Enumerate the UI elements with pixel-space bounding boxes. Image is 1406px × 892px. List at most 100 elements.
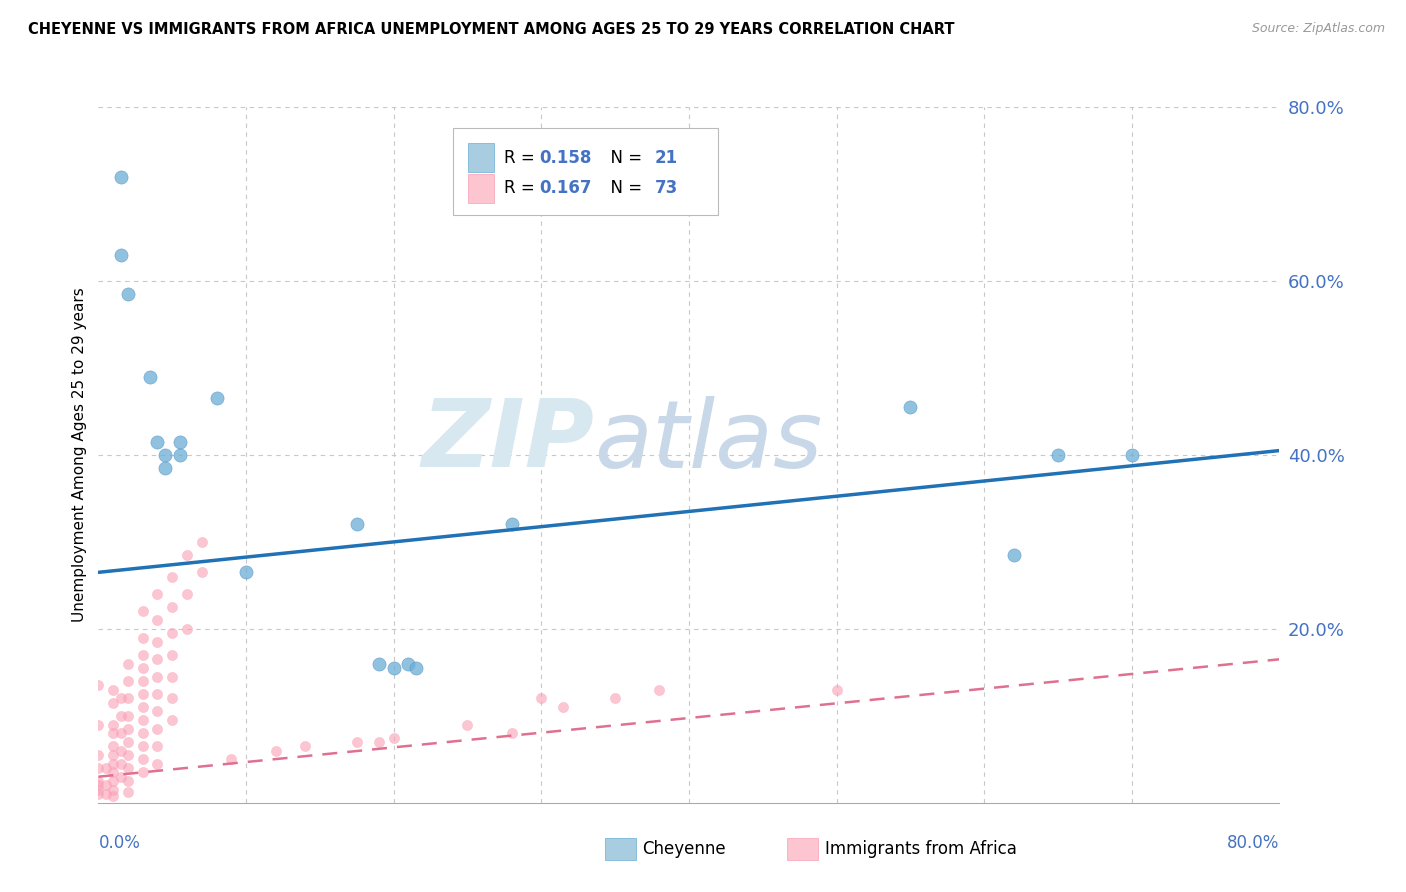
Point [117,747,139,762]
Point [103,726,125,740]
Point [103,739,125,754]
Point [117,722,139,736]
Point [94,778,117,792]
Point [219,752,242,766]
Point [94,761,117,775]
Point [139,369,162,384]
Point [501,726,523,740]
Point [153,448,176,462]
Point [264,744,287,758]
Point [87,782,110,797]
Text: ZIP: ZIP [422,395,595,487]
Point [110,248,132,262]
Point [87,778,110,792]
Point [146,670,169,684]
Point [132,674,155,689]
Point [405,661,427,675]
Point [87,787,110,801]
Point [162,648,183,662]
Point [1002,548,1025,562]
Point [176,622,198,636]
Point [146,739,169,754]
Point [103,765,125,780]
Point [117,735,139,749]
Point [103,696,125,710]
Point [103,789,125,803]
Point [103,682,125,697]
Point [205,392,228,406]
Point [648,682,671,697]
Point [153,461,176,475]
Point [110,756,132,771]
Point [169,434,191,449]
Point [382,661,405,675]
Point [110,169,132,184]
Point [117,287,139,301]
Text: Cheyenne: Cheyenne [643,839,725,858]
Point [132,648,155,662]
Point [162,626,183,640]
Point [146,434,169,449]
Point [132,661,155,675]
Point [146,613,169,627]
Text: 0.167: 0.167 [538,179,592,197]
Point [117,761,139,775]
Point [146,687,169,701]
Point [1121,448,1143,462]
Point [346,517,368,532]
FancyBboxPatch shape [453,128,718,215]
Point [110,726,132,740]
Point [87,678,110,692]
Text: 0.158: 0.158 [538,149,592,167]
Point [117,785,139,799]
Point [162,600,183,615]
Text: N =: N = [600,179,648,197]
Text: 21: 21 [655,149,678,167]
Point [825,682,848,697]
Point [146,587,169,601]
Point [396,657,419,671]
Text: N =: N = [600,149,648,167]
Point [553,700,575,714]
Point [605,691,627,706]
Point [162,670,183,684]
Point [146,756,169,771]
Point [162,691,183,706]
Point [87,761,110,775]
Text: R =: R = [503,149,540,167]
Point [132,605,155,619]
Point [132,700,155,714]
Point [117,657,139,671]
Point [103,717,125,731]
Point [146,635,169,649]
Point [87,747,110,762]
Point [132,726,155,740]
Text: R =: R = [503,179,540,197]
Point [368,735,391,749]
Point [1046,448,1069,462]
Point [146,652,169,666]
Point [94,787,117,801]
Point [169,448,191,462]
Text: 73: 73 [655,179,678,197]
Point [103,774,125,789]
Point [110,691,132,706]
Point [117,774,139,789]
Point [176,587,198,601]
Point [235,566,257,580]
Text: Source: ZipAtlas.com: Source: ZipAtlas.com [1251,22,1385,36]
Point [132,631,155,645]
Point [146,705,169,719]
Point [294,739,316,754]
Point [117,674,139,689]
Text: CHEYENNE VS IMMIGRANTS FROM AFRICA UNEMPLOYMENT AMONG AGES 25 TO 29 YEARS CORREL: CHEYENNE VS IMMIGRANTS FROM AFRICA UNEMP… [28,22,955,37]
Text: 0.0%: 0.0% [98,834,141,852]
Text: 80.0%: 80.0% [1227,834,1279,852]
Point [132,739,155,754]
Text: atlas: atlas [595,395,823,486]
Point [110,708,132,723]
Point [900,400,922,414]
Point [382,731,405,745]
Point [117,708,139,723]
Point [132,713,155,727]
